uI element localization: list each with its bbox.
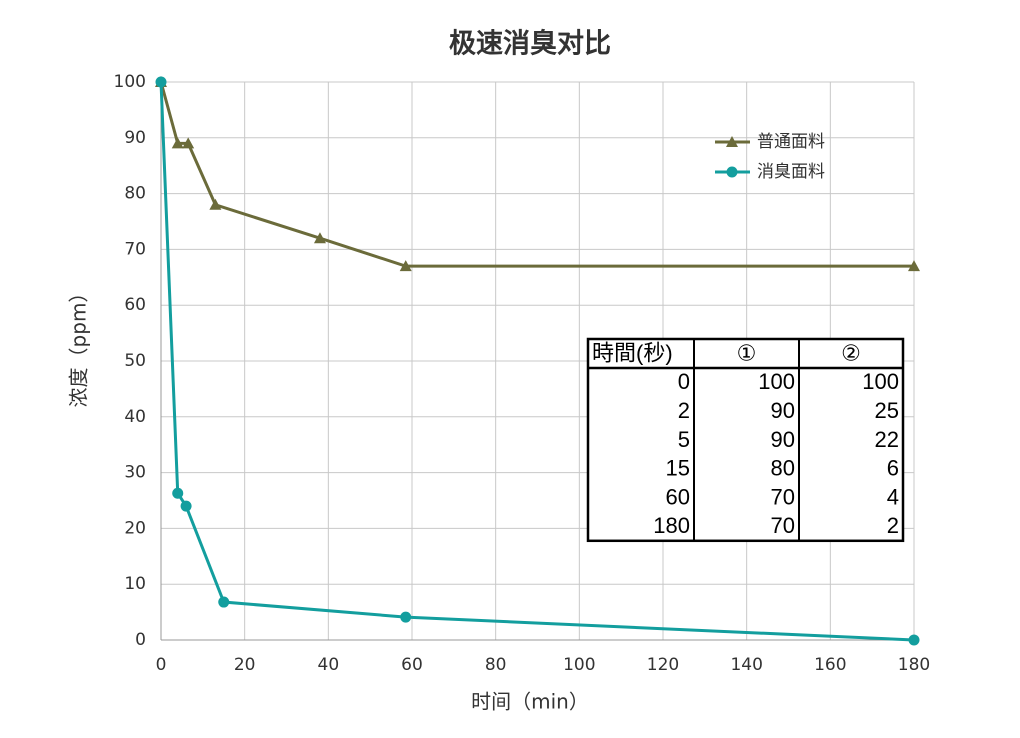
x-tick-label: 40 bbox=[318, 655, 340, 675]
table-cell: 25 bbox=[875, 398, 899, 423]
y-tick-label: 50 bbox=[124, 351, 146, 371]
table-cell: 5 bbox=[678, 427, 690, 452]
x-axis-label: 时间（min） bbox=[471, 690, 589, 714]
table-cell: 15 bbox=[666, 456, 690, 481]
table-header: ① bbox=[737, 340, 757, 365]
chart-title: 极速消臭对比 bbox=[449, 29, 611, 60]
x-tick-label: 0 bbox=[156, 655, 167, 675]
marker bbox=[172, 487, 184, 499]
y-tick-label: 10 bbox=[124, 574, 146, 594]
table-cell: 22 bbox=[875, 427, 899, 452]
x-tick-label: 120 bbox=[647, 655, 679, 675]
table-cell: 0 bbox=[678, 369, 690, 394]
marker bbox=[171, 137, 184, 149]
table-cell: 100 bbox=[758, 369, 795, 394]
legend-label: 普通面料 bbox=[757, 132, 825, 152]
y-axis-label: 浓度（ppm） bbox=[67, 283, 91, 408]
marker bbox=[218, 596, 230, 608]
table-bg bbox=[586, 337, 905, 543]
marker bbox=[182, 137, 195, 149]
table-cell: 2 bbox=[887, 513, 899, 538]
x-tick-label: 160 bbox=[814, 655, 846, 675]
x-tick-label: 100 bbox=[563, 655, 595, 675]
table-cell: 70 bbox=[771, 484, 795, 509]
table-cell: 90 bbox=[771, 427, 795, 452]
y-tick-label: 100 bbox=[114, 72, 146, 92]
table-cell: 180 bbox=[653, 513, 690, 538]
marker bbox=[313, 232, 326, 244]
marker bbox=[209, 198, 222, 210]
marker bbox=[399, 260, 412, 272]
y-tick-label: 40 bbox=[124, 407, 146, 427]
table-cell: 4 bbox=[887, 484, 899, 509]
y-tick-label: 70 bbox=[124, 239, 146, 259]
x-tick-label: 20 bbox=[234, 655, 256, 675]
y-tick-label: 90 bbox=[124, 128, 146, 148]
table-cell: 70 bbox=[771, 513, 795, 538]
y-tick-label: 30 bbox=[124, 463, 146, 483]
marker bbox=[155, 76, 167, 88]
table-header: 時間(秒) bbox=[592, 340, 673, 365]
legend-marker bbox=[726, 166, 738, 178]
table-cell: 2 bbox=[678, 398, 690, 423]
x-tick-label: 60 bbox=[401, 655, 423, 675]
table-cell: 90 bbox=[771, 398, 795, 423]
y-tick-label: 80 bbox=[124, 184, 146, 204]
table-cell: 100 bbox=[862, 369, 899, 394]
legend-marker bbox=[726, 136, 738, 147]
series-line bbox=[159, 81, 915, 642]
y-tick-label: 0 bbox=[135, 630, 146, 650]
marker bbox=[908, 260, 920, 272]
x-tick-label: 140 bbox=[730, 655, 762, 675]
y-tick-label: 60 bbox=[124, 295, 146, 315]
marker bbox=[180, 500, 192, 512]
x-tick-label: 80 bbox=[485, 655, 507, 675]
legend-label: 消臭面料 bbox=[757, 162, 825, 182]
table-cell: 60 bbox=[666, 484, 690, 509]
table-cell: 80 bbox=[771, 456, 795, 481]
marker bbox=[400, 611, 412, 623]
marker bbox=[908, 634, 920, 646]
x-tick-label: 180 bbox=[898, 655, 930, 675]
table-header: ② bbox=[841, 340, 861, 365]
y-tick-label: 20 bbox=[124, 518, 146, 538]
table-cell: 6 bbox=[887, 456, 899, 481]
